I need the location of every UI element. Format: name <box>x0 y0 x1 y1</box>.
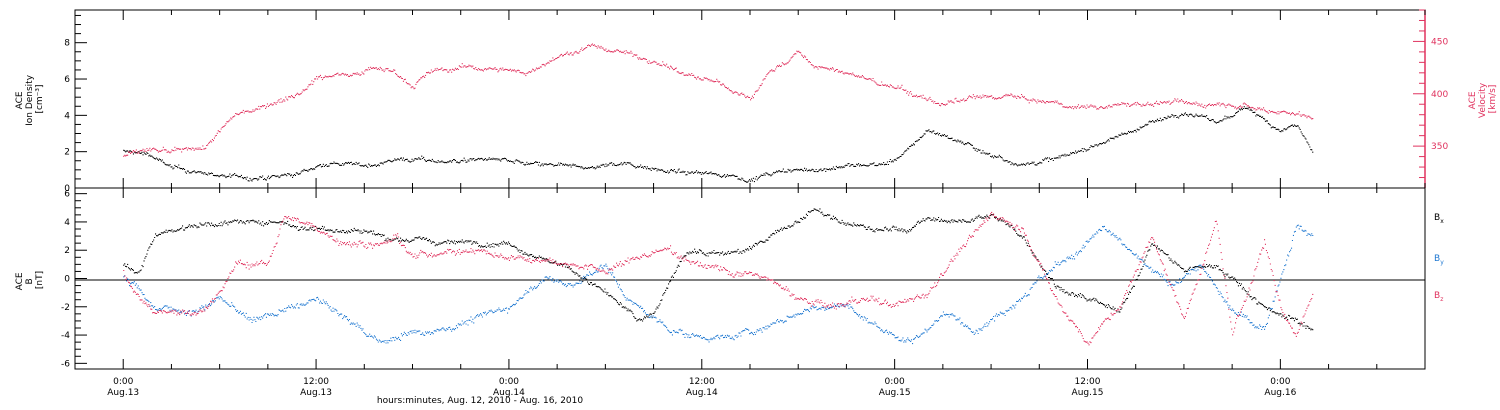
x-tick-date-label: Aug.14 <box>686 388 718 398</box>
x-tick-date-label: Aug.13 <box>107 388 139 398</box>
x-tick-date-label: Aug.14 <box>493 388 525 398</box>
bz-points <box>123 211 1314 346</box>
x-tick-time-label: 0:00 <box>885 377 905 387</box>
by-points <box>123 224 1314 345</box>
velocity-series <box>123 43 1314 157</box>
b-axis-label: ACE B [nT] <box>15 270 45 291</box>
legend-bz: Bz <box>1434 291 1443 303</box>
x-tick-time-label: 0:00 <box>113 377 133 387</box>
velocity-axis-ticks: 350 400 450 <box>1413 9 1448 179</box>
x-axis-title: hours:minutes, Aug. 12, 2010 - Aug. 16, … <box>377 396 583 406</box>
ion-density-points <box>123 106 1314 183</box>
x-tick-time-label: 0:00 <box>499 377 519 387</box>
b-tick-label: 2 <box>64 246 70 256</box>
legend: Bx By Bz <box>1434 213 1444 303</box>
density-tick-label: 6 <box>64 75 70 85</box>
density-tick-label: 0 <box>64 184 70 194</box>
legend-bx: Bx <box>1434 213 1444 225</box>
x-tick-date-label: Aug.15 <box>1072 388 1104 398</box>
density-tick-label: 8 <box>64 39 70 49</box>
density-tick-label: 2 <box>64 148 70 158</box>
b-tick-label: -6 <box>61 359 70 369</box>
x-tick-time-label: 0:00 <box>1270 377 1290 387</box>
velocity-tick-label: 400 <box>1431 90 1448 100</box>
bottom-x-ticks <box>74 188 1426 369</box>
b-axis-ticks: -6 -4 -2 0 2 4 6 <box>61 190 87 369</box>
density-axis-label: ACE Ion Density [cm⁻³] <box>15 72 45 126</box>
density-tick-label: 4 <box>64 111 70 121</box>
x-tick-time-label: 12:00 <box>689 377 715 387</box>
legend-by: By <box>1434 254 1444 266</box>
density-axis-ticks: 0 2 4 6 8 <box>64 14 87 194</box>
velocity-tick-label: 450 <box>1431 37 1448 47</box>
b-tick-label: 0 <box>64 275 70 285</box>
density-velocity-data <box>123 43 1314 183</box>
magnetic-field-data <box>123 208 1314 346</box>
x-tick-time-label: 12:00 <box>303 377 329 387</box>
x-tick-time-label: 12:00 <box>1075 377 1101 387</box>
ion-density-series <box>123 106 1314 183</box>
x-tick-labels: 0:00Aug.1312:00Aug.130:00Aug.1412:00Aug.… <box>107 377 1296 398</box>
top-x-ticks <box>74 10 1426 188</box>
x-tick-date-label: Aug.16 <box>1264 388 1296 398</box>
density-velocity-panel: 0 2 4 6 8 350 400 450 ACE Ion Density [cm⁻³] A… <box>15 9 1498 194</box>
velocity-axis-label: ACE Velocity [km/s] <box>1468 80 1498 118</box>
by-series <box>123 224 1314 345</box>
bz-series <box>123 211 1314 346</box>
b-tick-label: -4 <box>61 331 70 341</box>
b-tick-label: 6 <box>64 190 70 200</box>
x-tick-date-label: Aug.13 <box>300 388 332 398</box>
velocity-tick-label: 350 <box>1431 142 1448 152</box>
b-tick-label: 4 <box>64 218 70 228</box>
x-tick-date-label: Aug.15 <box>879 388 911 398</box>
b-tick-label: -2 <box>61 303 70 313</box>
velocity-points <box>123 43 1314 157</box>
